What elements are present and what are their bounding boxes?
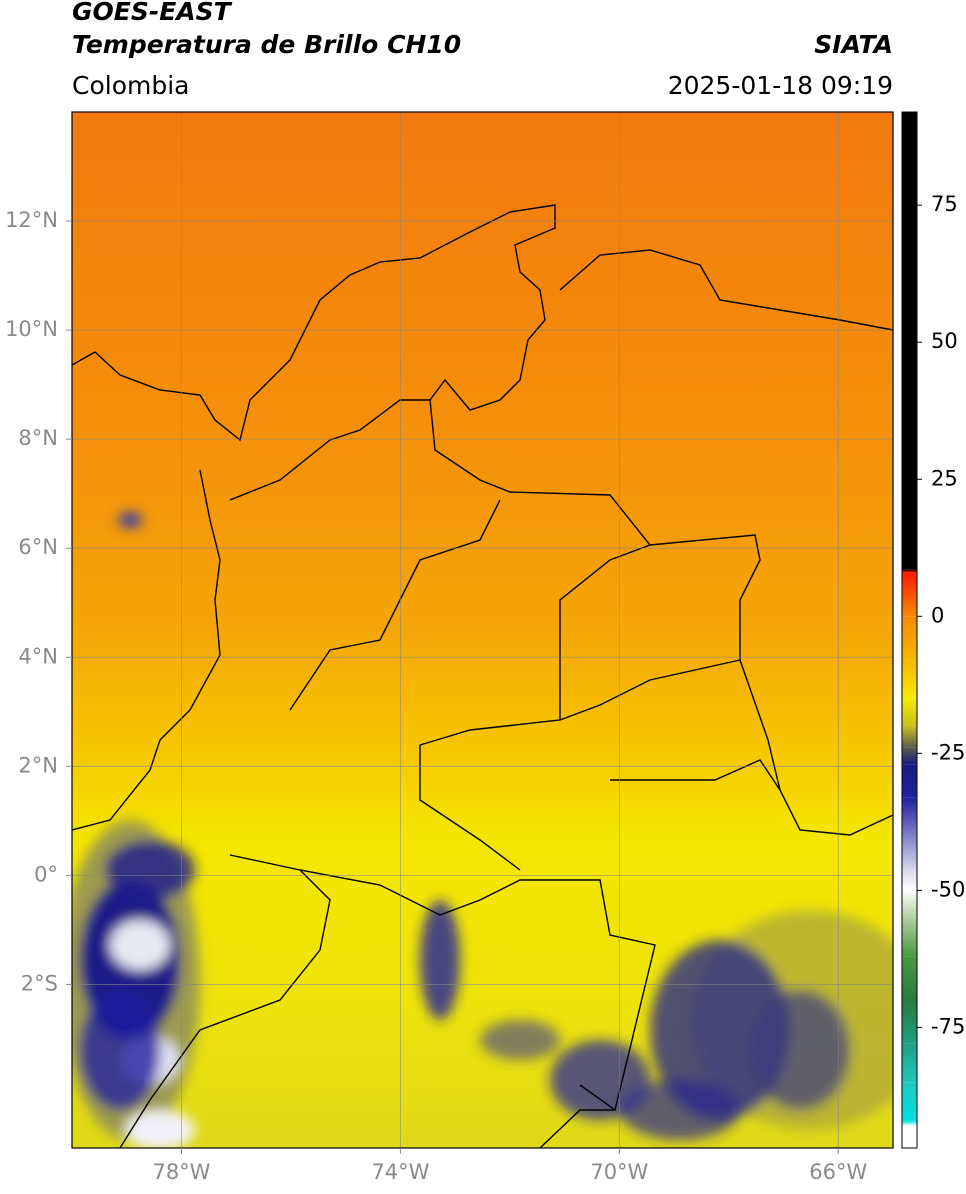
y-tick-label: 2°N: [18, 753, 58, 777]
x-tick-label: 74°W: [371, 1160, 429, 1184]
colorbar-segment: [902, 1043, 917, 1083]
borders: [72, 204, 893, 1148]
x-tick-label: 70°W: [590, 1160, 648, 1184]
region: Colombia: [72, 71, 189, 100]
y-tick-label: 10°N: [5, 317, 58, 341]
colorbar-segment: [902, 660, 917, 699]
colorbar: [902, 112, 917, 1148]
x-tick-label: 78°W: [152, 1160, 210, 1184]
colorbar-tick-label: 50: [931, 329, 958, 353]
map-image: [72, 112, 893, 1148]
colorbar-tick-label: 25: [931, 466, 958, 490]
colorbar-segment: [902, 1120, 917, 1127]
colorbar-segment: [902, 725, 917, 748]
datetime: 2025-01-18 09:19: [668, 71, 893, 100]
colorbar-tick-label: -25: [931, 740, 965, 764]
y-tick-label: 6°N: [18, 535, 58, 559]
colorbar-segment: [902, 917, 917, 957]
colorbar-tick-label: 0: [931, 603, 944, 627]
colorbar-segment: [902, 797, 917, 836]
colorbar-segment: [902, 1082, 917, 1121]
colorbar-segment: [902, 747, 917, 765]
y-tick-label: 2°S: [21, 971, 58, 995]
colorbar-frame: [901, 111, 918, 1149]
graticule: [72, 112, 893, 1148]
x-tick-label: 66°W: [809, 1160, 867, 1184]
colorbar-segment: [902, 956, 917, 1000]
y-tick-label: 12°N: [5, 208, 58, 232]
colorbar-tick-label: -75: [931, 1014, 965, 1038]
colorbar-segment: [902, 764, 917, 798]
colorbar-segment: [902, 835, 917, 874]
colorbar-tick-label: -50: [931, 877, 965, 901]
subtitle: Temperatura de Brillo CH10: [72, 30, 461, 59]
title: GOES-EAST: [72, 0, 233, 26]
y-tick-label: 0°: [34, 862, 58, 886]
colorbar-segment: [902, 569, 917, 573]
colorbar-segment: [902, 572, 917, 617]
cold-clouds: [72, 512, 893, 1148]
colorbar-segment: [902, 112, 917, 570]
y-tick-label: 4°N: [18, 644, 58, 668]
colorbar-segment: [902, 698, 917, 726]
y-tick-label: 8°N: [18, 426, 58, 450]
colorbar-segment: [902, 1000, 917, 1044]
colorbar-segment: [902, 616, 917, 661]
source: SIATA: [814, 30, 893, 59]
colorbar-segment: [902, 1126, 917, 1148]
colorbar-segment: [902, 890, 917, 918]
colorbar-tick-label: 75: [931, 192, 958, 216]
map-frame: [71, 111, 894, 1149]
colorbar-segment: [902, 873, 917, 891]
